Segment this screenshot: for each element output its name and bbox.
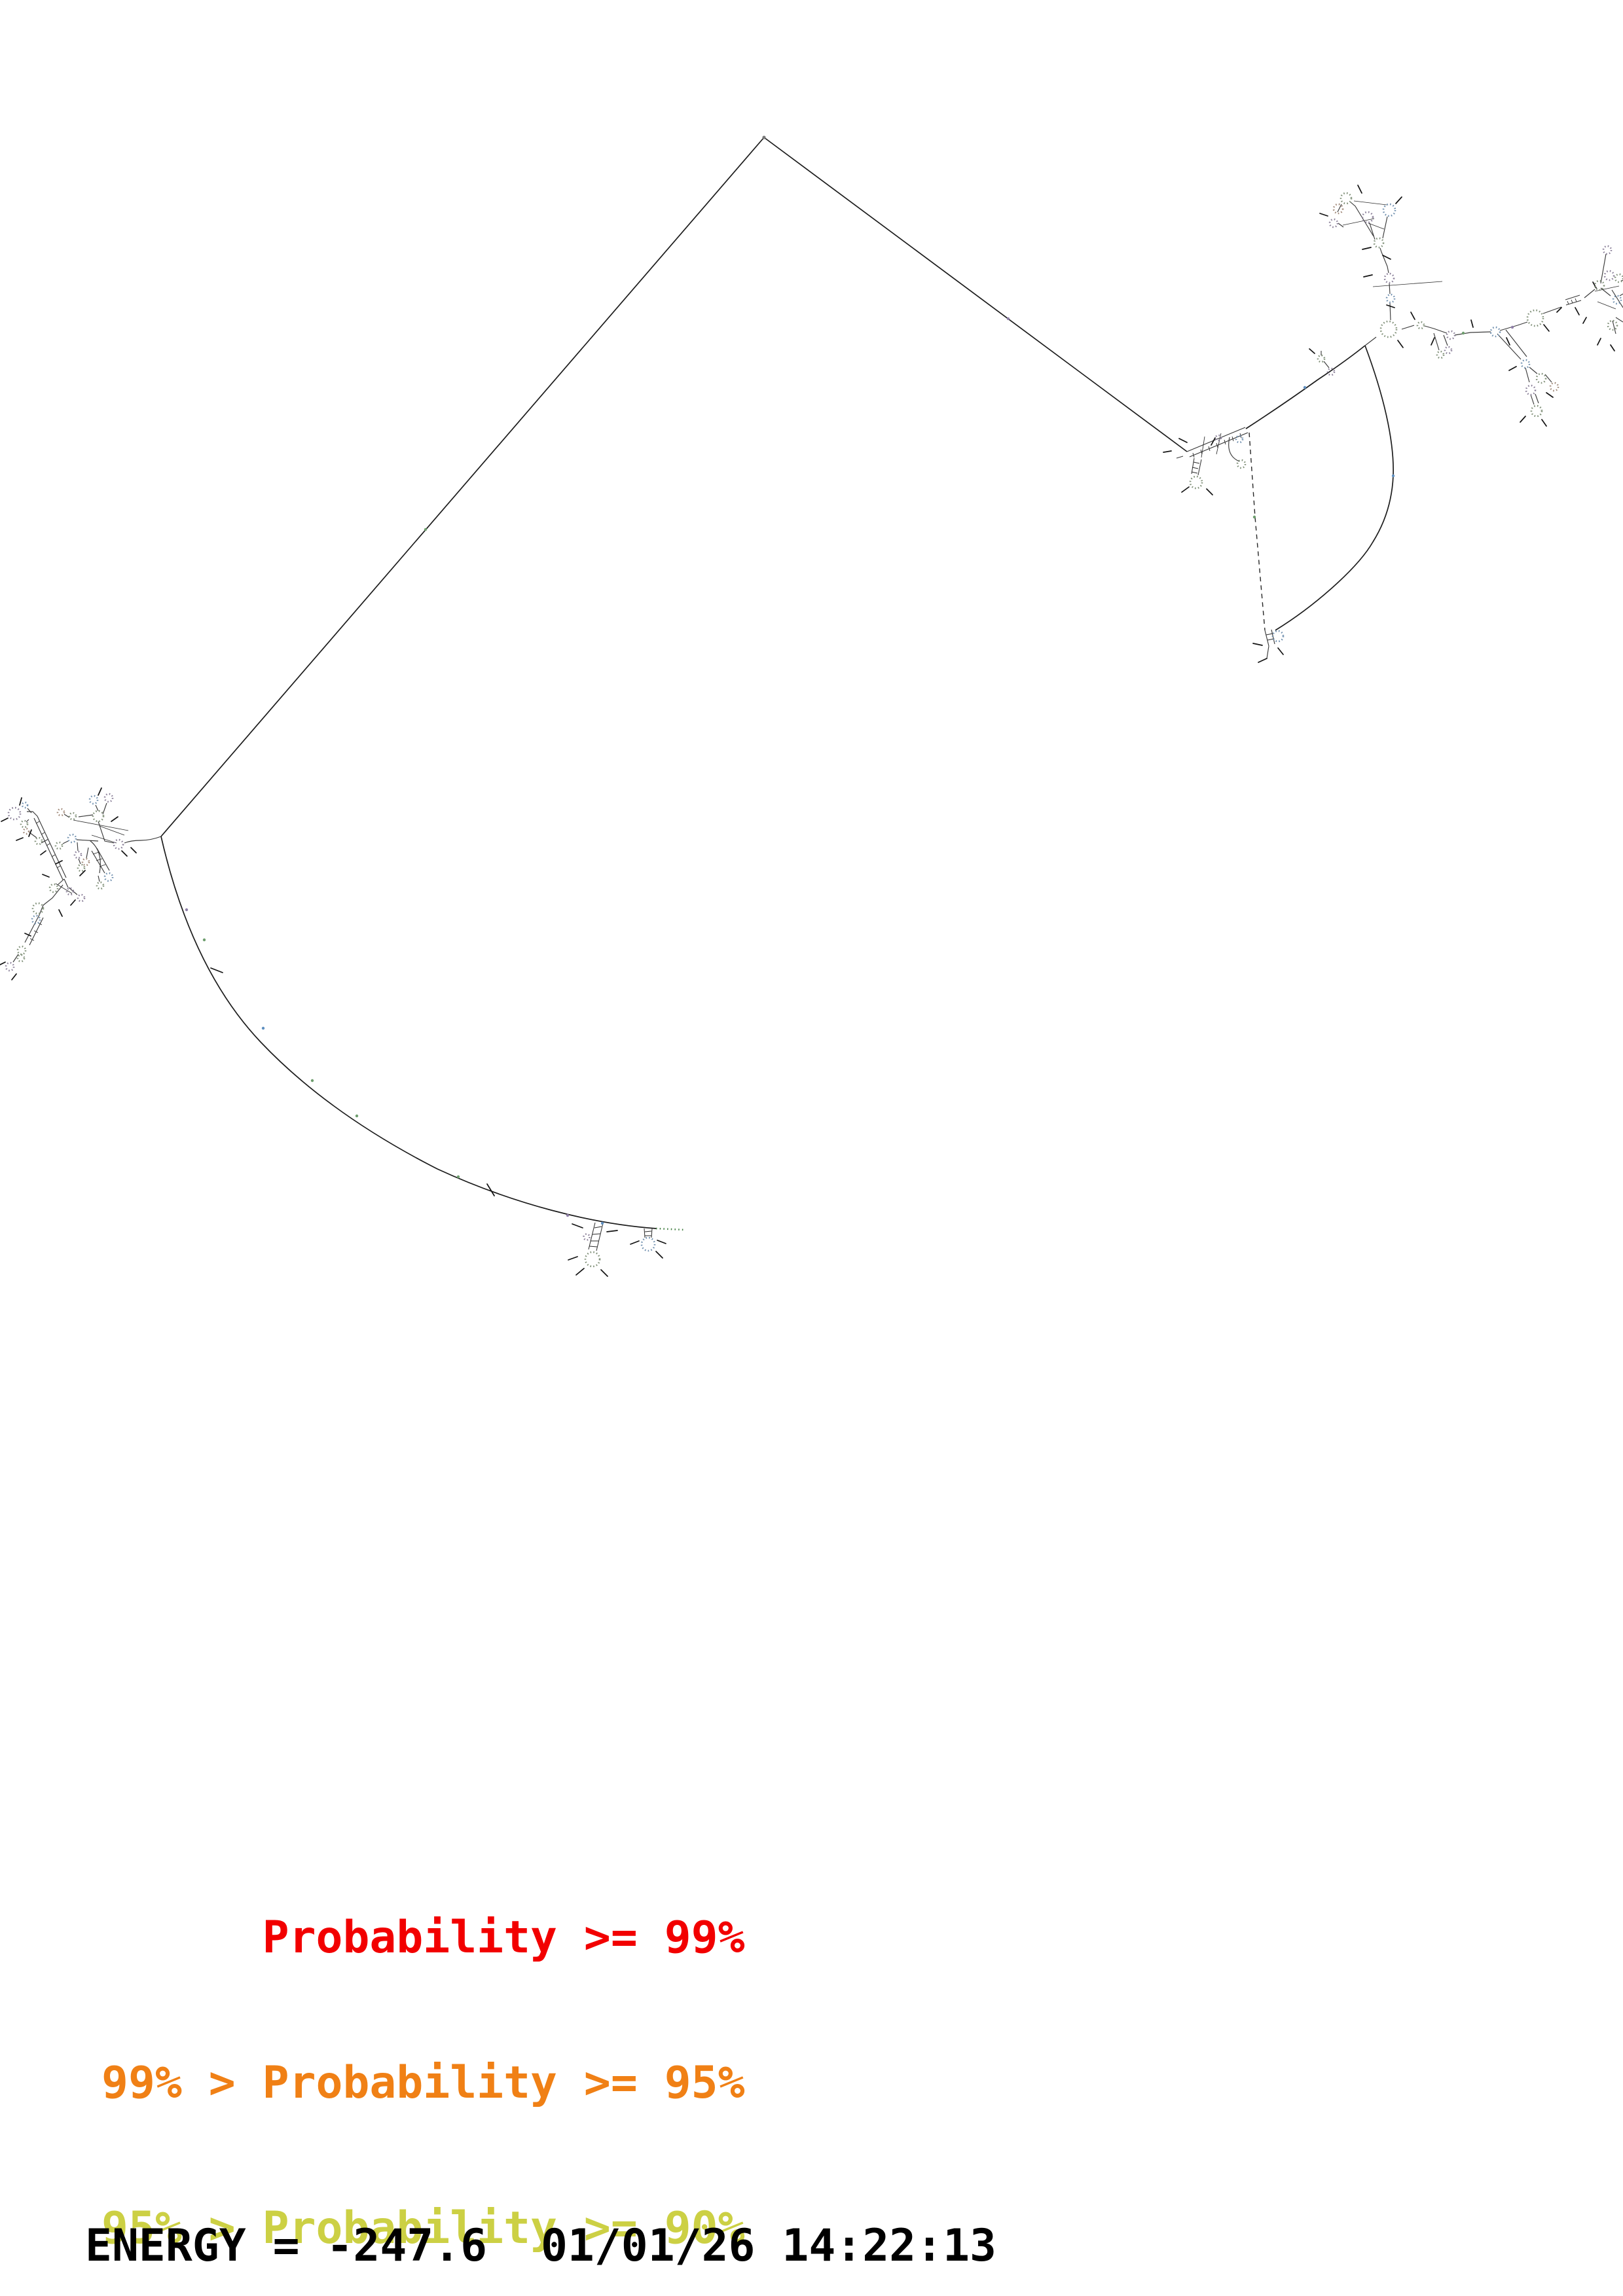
left-cluster-ticks	[0, 787, 137, 980]
tent-left-line	[160, 137, 765, 837]
right-cluster-ladder-rungs	[1191, 298, 1577, 641]
apex-dot	[762, 135, 766, 139]
dashed-drop-line	[1249, 432, 1266, 631]
tail-hairpin-rungs	[589, 1226, 652, 1247]
tail-hairpin-rails	[588, 1222, 653, 1251]
right-cluster-chains	[1176, 202, 1623, 659]
probability-legend: Probability >= 99% 99% > Probability >= …	[101, 1817, 745, 2296]
legend-row-90-95: 95% > Probability >= 90%	[101, 2202, 745, 2254]
tail-end-dotted	[655, 1227, 685, 1231]
tent-right-line	[763, 137, 1188, 452]
right-domain-cluster	[1163, 185, 1623, 663]
tail-hairpin-cluster	[210, 967, 666, 1277]
left-cluster-ladder-rungs	[29, 821, 106, 941]
legend-row-95-99: 99% > Probability >= 95%	[101, 2057, 745, 2109]
left-cluster-pair-chords	[55, 819, 129, 894]
left-cluster-loops	[5, 793, 124, 972]
base-bead-dots	[185, 317, 1514, 1225]
right-cluster-loops	[1189, 192, 1623, 643]
left-cluster-chains	[12, 802, 162, 963]
legend-row-99: Probability >= 99%	[101, 1912, 745, 1964]
tail-hairpin-loops	[583, 1233, 656, 1268]
connector-lines	[160, 135, 1394, 1231]
return-curve-line	[1275, 345, 1394, 631]
left-domain-cluster	[0, 787, 162, 980]
tail-ticks	[210, 967, 666, 1277]
right-cluster-connector	[1245, 345, 1366, 429]
right-cluster-pair-chords	[1201, 200, 1620, 458]
right-cluster-ticks	[1163, 185, 1615, 663]
energy-timestamp-line: ENERGY = -247.6 01/01/26 14:22:13	[85, 2220, 996, 2272]
big-tail-curve	[160, 836, 657, 1229]
